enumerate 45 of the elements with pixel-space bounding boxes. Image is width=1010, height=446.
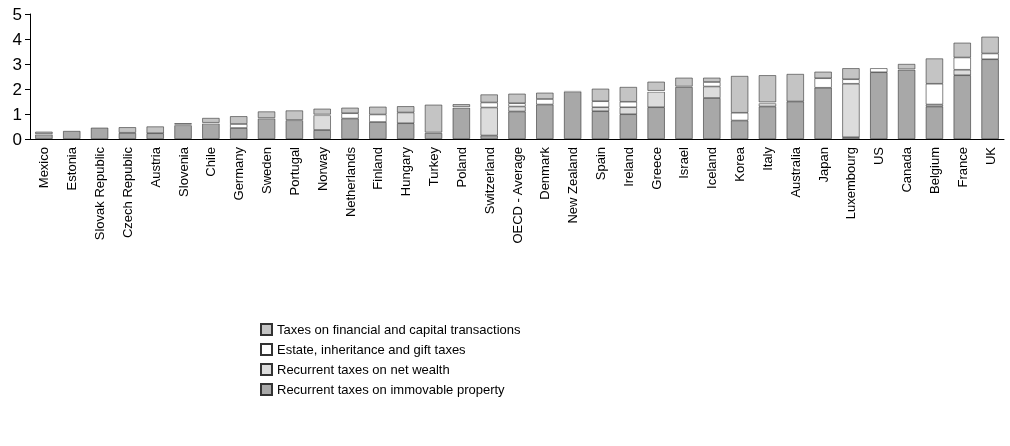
x-tick-label: Japan	[815, 147, 831, 183]
x-tick-label: Switzerland	[481, 147, 497, 215]
x-tick-label: Austria	[147, 146, 163, 188]
x-tick-label: Chile	[203, 147, 219, 177]
x-tick-label: Mexico	[36, 147, 52, 189]
x-tick-label: Spain	[592, 147, 608, 181]
x-tick-label: Turkey	[426, 146, 442, 187]
x-tick-label: UK	[982, 146, 998, 166]
x-tick-label: Slovak Republic	[92, 146, 108, 241]
x-tick-label: Czech Republic	[119, 146, 135, 239]
x-tick-label: Estonia	[64, 146, 80, 191]
y-tick-label: 2	[12, 79, 22, 99]
x-tick-label: Korea	[732, 146, 748, 182]
x-tick-label: Ireland	[620, 147, 636, 187]
x-tick-label: OECD - Average	[509, 147, 525, 244]
y-tick-label: 5	[12, 4, 22, 24]
x-tick-label: Italy	[759, 146, 775, 171]
x-tick-label: Netherlands	[342, 146, 358, 218]
x-tick-label: Canada	[899, 146, 915, 193]
x-tick-label: Australia	[787, 146, 803, 198]
x-tick-label: Norway	[314, 146, 330, 192]
x-tick-label: Denmark	[537, 146, 553, 200]
y-tick-label: 3	[12, 54, 22, 74]
x-tick-label: Poland	[453, 147, 469, 188]
legend-label: Recurrent taxes on immovable property	[277, 382, 506, 397]
x-tick-label: Greece	[648, 147, 664, 190]
legend-label: Taxes on financial and capital transactions	[277, 322, 522, 337]
x-tick-label: Belgium	[926, 147, 942, 194]
x-tick-label: Iceland	[704, 147, 720, 189]
x-tick-label: Slovenia	[175, 146, 191, 197]
x-tick-label: Finland	[370, 147, 386, 190]
x-tick-label: New Zealand	[565, 147, 581, 224]
x-tick-label: Sweden	[259, 147, 275, 194]
x-tick-label: Israel	[676, 146, 692, 179]
y-tick-label: 4	[12, 29, 22, 49]
x-tick-label: Luxembourg	[843, 147, 859, 220]
legend-label: Recurrent taxes on net wealth	[277, 362, 450, 377]
y-tick-label: 0	[12, 129, 22, 149]
x-tick-label: US	[871, 146, 887, 166]
x-tick-label: Portugal	[286, 146, 302, 196]
x-tick-label: Germany	[231, 146, 247, 201]
y-tick-label: 1	[12, 104, 22, 124]
x-tick-label: Hungary	[398, 146, 414, 197]
x-tick-label: France	[954, 147, 970, 188]
legend-label: Estate, inheritance and gift taxes	[277, 342, 467, 357]
